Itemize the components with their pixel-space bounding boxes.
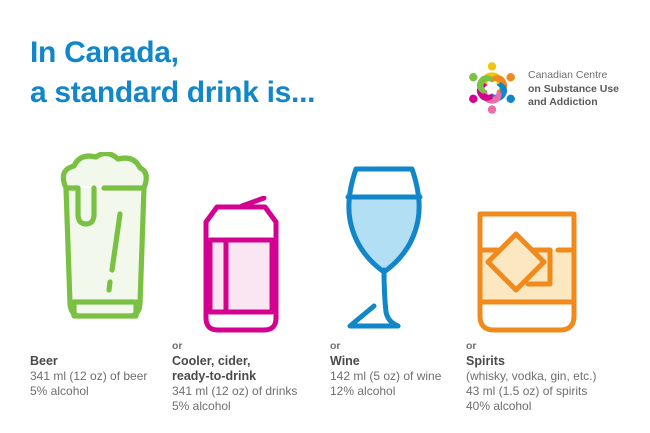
drink-volume-wine: 142 ml (5 oz) of wine xyxy=(330,369,442,383)
drink-title-spirits: Spirits xyxy=(466,354,505,368)
ccsa-pinwheel-logo-icon xyxy=(462,58,522,118)
headline-line-1: In Canada, xyxy=(30,36,179,69)
wordmark-line-3: and Addiction xyxy=(528,96,598,108)
drink-strength-spirits: 40% alcohol xyxy=(466,399,532,413)
drink-column-cooler: or Cooler, cider, ready-to-drink 341 ml … xyxy=(172,340,318,414)
drink-strength-wine: 12% alcohol xyxy=(330,384,396,398)
ccsa-wordmark: Canadian Centre on Substance Use and Add… xyxy=(528,69,646,110)
headline-line-2: a standard drink is... xyxy=(30,76,316,109)
wine-glass-icon xyxy=(336,164,432,338)
wordmark-line-1: Canadian Centre xyxy=(528,69,608,81)
drink-title-wine: Wine xyxy=(330,354,360,368)
wordmark-line-2: on Substance Use xyxy=(528,82,620,95)
beverage-can-icon xyxy=(196,196,286,338)
drink-subtitle-spirits: (whisky, vodka, gin, etc.) xyxy=(466,369,597,383)
drink-strength-cooler: 5% alcohol xyxy=(172,399,231,413)
beer-glass-icon xyxy=(44,152,168,338)
ccsa-logo: Canadian Centre on Substance Use and Add… xyxy=(462,58,647,122)
or-label-spirits: or xyxy=(466,340,477,352)
drink-strength-beer: 5% alcohol xyxy=(30,384,89,398)
or-spacer-beer xyxy=(30,340,170,354)
drink-title-cooler: Cooler, cider, xyxy=(172,354,251,368)
drink-column-beer: Beer 341 ml (12 oz) of beer 5% alcohol xyxy=(30,340,170,399)
page-title: In Canada, a standard drink is... xyxy=(30,33,450,113)
drink-subtitle-cooler: ready-to-drink xyxy=(172,369,257,383)
drink-title-beer: Beer xyxy=(30,354,58,368)
drink-column-wine: or Wine 142 ml (5 oz) of wine 12% alcoho… xyxy=(330,340,460,399)
drink-volume-beer: 341 ml (12 oz) of beer xyxy=(30,369,148,383)
or-label-wine: or xyxy=(330,340,341,352)
drink-volume-spirits: 43 ml (1.5 oz) of spirits xyxy=(466,384,588,398)
or-label-cooler: or xyxy=(172,340,183,352)
drink-volume-cooler: 341 ml (12 oz) of drinks xyxy=(172,384,298,398)
whisky-tumbler-icon xyxy=(472,206,582,338)
drink-column-spirits: or Spirits (whisky, vodka, gin, etc.) 43… xyxy=(466,340,626,414)
